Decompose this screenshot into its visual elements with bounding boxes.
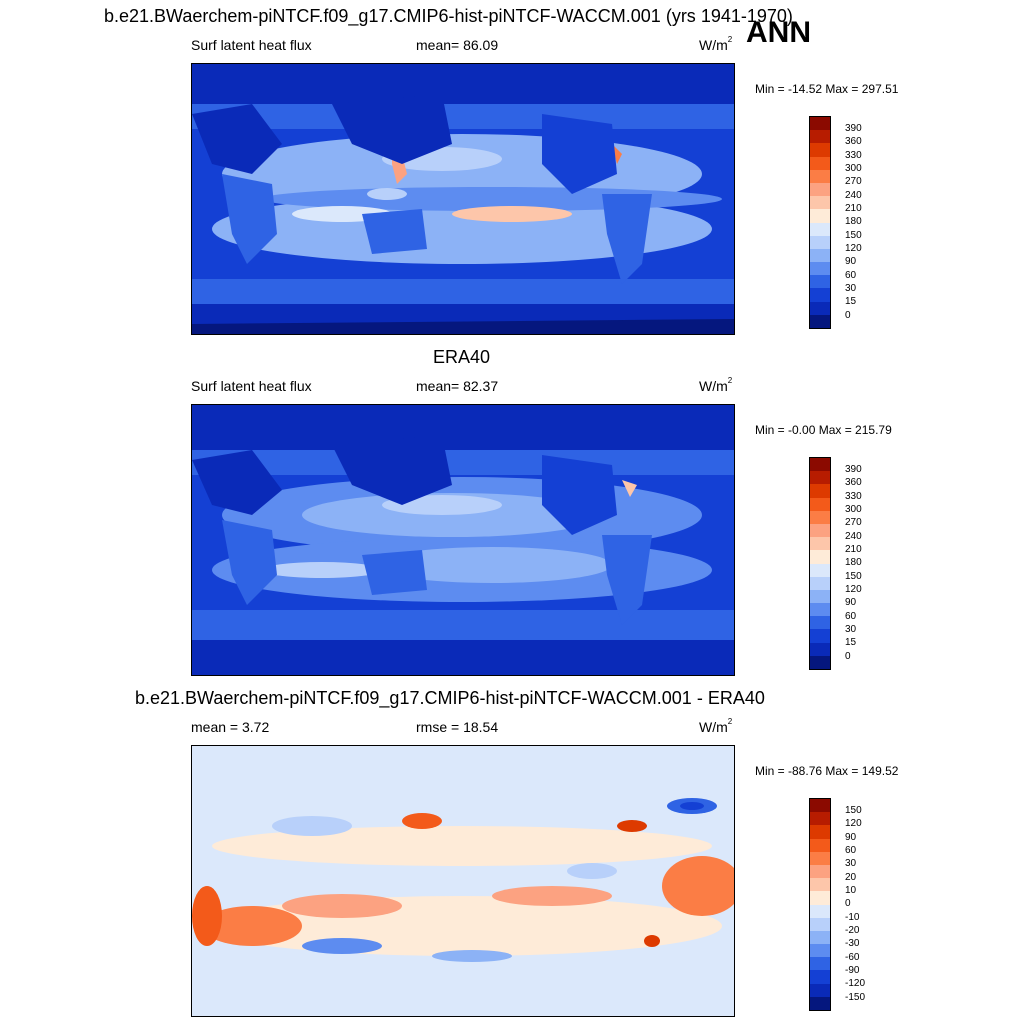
colorbar-tick: -90 bbox=[845, 965, 860, 976]
colorbar-tick: 0 bbox=[845, 651, 851, 662]
colorbar-tick: 30 bbox=[845, 858, 857, 869]
panel1-map bbox=[191, 63, 735, 335]
panel2-map-svg bbox=[192, 405, 734, 675]
panel1-colorbar bbox=[809, 116, 831, 329]
colorbar-tick: 150 bbox=[845, 805, 862, 816]
colorbar-tick: 90 bbox=[845, 832, 857, 843]
colorbar-tick: 0 bbox=[845, 310, 851, 321]
colorbar-tick: 60 bbox=[845, 845, 857, 856]
colorbar-tick: -10 bbox=[845, 912, 860, 923]
colorbar-tick: 270 bbox=[845, 517, 862, 528]
colorbar-tick: 0 bbox=[845, 898, 851, 909]
panel3-map-svg bbox=[192, 746, 734, 1016]
colorbar-tick: 210 bbox=[845, 203, 862, 214]
colorbar-tick: 60 bbox=[845, 611, 857, 622]
colorbar-tick: 240 bbox=[845, 531, 862, 542]
colorbar-tick: -120 bbox=[845, 978, 866, 989]
colorbar-tick: 120 bbox=[845, 818, 862, 829]
colorbar-tick: 240 bbox=[845, 190, 862, 201]
colorbar-tick: 60 bbox=[845, 270, 857, 281]
panel2-minmax: Min = -0.00 Max = 215.79 bbox=[755, 423, 892, 437]
panel1-title: b.e21.BWaerchem-piNTCF.f09_g17.CMIP6-his… bbox=[104, 6, 793, 26]
season-label: ANN bbox=[746, 16, 811, 49]
colorbar-tick: 120 bbox=[845, 243, 862, 254]
panel3-colorbar bbox=[809, 798, 831, 1011]
colorbar-tick: 150 bbox=[845, 571, 862, 582]
panel1-mean-label: mean= 86.09 bbox=[416, 37, 499, 53]
colorbar-tick: 120 bbox=[845, 584, 862, 595]
colorbar-tick: 390 bbox=[845, 123, 862, 134]
panel3-title: b.e21.BWaerchem-piNTCF.f09_g17.CMIP6-his… bbox=[135, 688, 765, 708]
colorbar-tick: 180 bbox=[845, 216, 862, 227]
panel1-variable-label: Surf latent heat flux bbox=[191, 37, 312, 53]
colorbar-tick: 10 bbox=[845, 885, 857, 896]
panel2-map bbox=[191, 404, 735, 676]
panel3-minmax: Min = -88.76 Max = 149.52 bbox=[755, 764, 899, 778]
colorbar-tick: 30 bbox=[845, 283, 857, 294]
panel1-units: W/m2 bbox=[699, 35, 733, 53]
panel1-map-svg bbox=[192, 64, 734, 334]
colorbar-tick: -60 bbox=[845, 952, 860, 963]
colorbar-tick: 330 bbox=[845, 491, 862, 502]
colorbar-tick: 90 bbox=[845, 256, 857, 267]
colorbar-tick: 150 bbox=[845, 230, 862, 241]
panel1-minmax: Min = -14.52 Max = 297.51 bbox=[755, 82, 899, 96]
panel2-title: ERA40 bbox=[433, 347, 491, 367]
colorbar-tick: 360 bbox=[845, 477, 862, 488]
panel3-map bbox=[191, 745, 735, 1017]
colorbar-tick: -150 bbox=[845, 992, 866, 1003]
colorbar-tick: 210 bbox=[845, 544, 862, 555]
colorbar-tick: 180 bbox=[845, 557, 862, 568]
panel3-rmse-label: rmse = 18.54 bbox=[416, 719, 499, 735]
colorbar-tick: 90 bbox=[845, 597, 857, 608]
colorbar-tick: 300 bbox=[845, 163, 862, 174]
colorbar-tick: -20 bbox=[845, 925, 860, 936]
panel2-units: W/m2 bbox=[699, 376, 733, 394]
panel3-units: W/m2 bbox=[699, 717, 733, 735]
colorbar-tick: 390 bbox=[845, 464, 862, 475]
panel3-mean-label: mean = 3.72 bbox=[191, 719, 270, 735]
panel2-variable-label: Surf latent heat flux bbox=[191, 378, 312, 394]
colorbar-tick: 360 bbox=[845, 136, 862, 147]
colorbar-tick: 30 bbox=[845, 624, 857, 635]
colorbar-tick: 330 bbox=[845, 150, 862, 161]
panel2-mean-label: mean= 82.37 bbox=[416, 378, 499, 394]
colorbar-tick: -30 bbox=[845, 938, 860, 949]
colorbar-tick: 15 bbox=[845, 637, 857, 648]
colorbar-tick: 270 bbox=[845, 176, 862, 187]
colorbar-tick: 20 bbox=[845, 872, 857, 883]
colorbar-tick: 300 bbox=[845, 504, 862, 515]
panel2-colorbar bbox=[809, 457, 831, 670]
colorbar-tick: 15 bbox=[845, 296, 857, 307]
